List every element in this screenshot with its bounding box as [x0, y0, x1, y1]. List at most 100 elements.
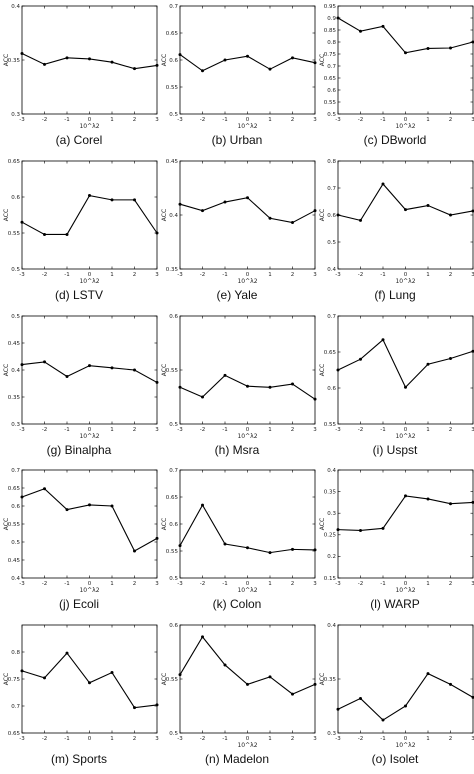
line-chart: 0.5 0.55 0.6 0.65 0.7 -3 -2 -1 0 1 2 3 ACC 10^λ2: [161, 4, 317, 130]
y-tick-label: 0.55: [166, 549, 179, 555]
data-point: [381, 337, 385, 341]
x-tick-label: 1: [110, 427, 114, 433]
y-tick-label: 0.75: [8, 677, 21, 683]
plot-frame: [179, 5, 316, 115]
x-tick-label: -1: [380, 427, 385, 433]
y-axis-label: ACC: [161, 209, 168, 221]
chart-panel: 0.4 0.45 0.5 0.55 0.6 0.65 0.7 -3 -2 -1 0 1 2 3 ACC 10^…: [0, 464, 159, 619]
data-point: [291, 56, 294, 60]
x-tick-label: 3: [471, 736, 474, 742]
x-tick-label: -3: [177, 272, 183, 278]
data-point: [88, 681, 91, 685]
data-point: [268, 67, 272, 71]
y-tick-label: 0.4: [327, 468, 336, 474]
x-tick-label: 1: [268, 736, 272, 742]
y-axis-label: ACC: [3, 673, 10, 685]
data-point: [20, 362, 24, 366]
x-axis-label: 10^λ2: [237, 123, 257, 130]
x-tick-label: 1: [268, 427, 272, 433]
chart-panel: 0.5 0.55 0.6 -3 -2 -1 0 1 2 3 ACC 10^λ2 (n) Madelon: [158, 619, 317, 774]
data-point: [381, 527, 385, 531]
x-tick-label: 0: [404, 427, 408, 433]
x-tick-label: 0: [404, 581, 408, 587]
chart-panel: 0.35 0.4 0.45 -3 -2 -1 0 1 2 3 ACC 10^λ2 (e) Yale: [158, 155, 317, 310]
x-axis-label: 10^λ2: [237, 587, 257, 594]
x-tick-label: 1: [426, 427, 430, 433]
data-point: [178, 544, 182, 548]
y-tick-label: 0.5: [11, 313, 20, 319]
chart-panel: 0.5 0.55 0.6 0.65 0.7 0.75 0.8 0.85 0.9 0.95 -3 -2 -…: [316, 0, 474, 155]
y-tick-label: 0.55: [324, 421, 337, 427]
x-tick-label: 1: [426, 272, 430, 278]
data-point: [43, 676, 46, 680]
data-point: [246, 384, 249, 388]
x-tick-label: 3: [155, 117, 159, 123]
data-point: [246, 54, 249, 58]
line-chart: 0.5 0.55 0.6 0.65 0.7 -3 -2 -1 0 1 2 3 ACC 10^λ2: [161, 468, 317, 594]
data-point: [359, 218, 362, 222]
data-point: [88, 363, 91, 367]
chart-caption: (k) Colon: [212, 597, 262, 612]
y-tick-label: 0.5: [169, 421, 178, 427]
data-point: [223, 58, 227, 62]
data-point: [223, 200, 227, 204]
data-point: [155, 63, 159, 67]
y-tick-label: 0.65: [8, 159, 21, 165]
data-point: [471, 349, 474, 353]
data-point: [133, 368, 136, 372]
y-tick-label: 0.5: [169, 112, 178, 118]
x-tick-label: 0: [246, 272, 250, 278]
plot-frame: [337, 624, 474, 734]
y-tick-label: 0.55: [166, 367, 179, 373]
data-point: [110, 671, 114, 675]
series-line: [21, 194, 158, 235]
x-tick-label: 2: [291, 736, 295, 742]
x-tick-label: 3: [155, 736, 159, 742]
data-point: [426, 203, 430, 207]
x-tick-label: 1: [110, 581, 114, 587]
data-point: [336, 528, 340, 532]
y-axis-label: ACC: [3, 54, 10, 66]
x-tick-label: 0: [88, 117, 92, 123]
x-tick-label: -2: [358, 581, 363, 587]
data-point: [65, 508, 69, 512]
data-point: [110, 504, 114, 508]
data-point: [178, 53, 182, 57]
data-point: [133, 706, 136, 710]
y-tick-label: 0.45: [8, 340, 21, 346]
data-point: [133, 198, 136, 202]
series-line: [337, 182, 474, 221]
x-tick-label: -3: [335, 272, 341, 278]
data-point: [88, 57, 91, 61]
y-tick-label: 0.5: [11, 267, 20, 273]
x-tick-label: -1: [380, 117, 385, 123]
data-point: [426, 672, 430, 676]
y-tick-label: 0.65: [324, 76, 337, 82]
chart-panel: 0.65 0.7 0.75 0.8 -3 -2 -1 0 1 2 3 ACC (m) Sports: [0, 619, 159, 774]
y-tick-label: 0.65: [166, 31, 179, 37]
x-axis-label: 10^λ2: [79, 433, 99, 440]
y-axis-label: ACC: [3, 518, 10, 530]
y-tick-label: 0.5: [11, 540, 20, 546]
data-point: [201, 503, 204, 507]
data-point: [426, 46, 430, 50]
x-tick-label: -2: [200, 581, 205, 587]
x-axis-label: 10^λ2: [395, 433, 415, 440]
x-tick-label: -2: [200, 427, 205, 433]
x-tick-label: 2: [291, 117, 295, 123]
y-tick-label: 0.55: [166, 85, 179, 91]
series-line: [179, 504, 316, 554]
series-line: [179, 196, 316, 223]
data-point: [313, 683, 317, 687]
x-tick-label: -1: [222, 736, 227, 742]
chart-caption: (h) Msra: [214, 442, 260, 457]
data-point: [110, 198, 114, 202]
y-axis-label: ACC: [161, 518, 168, 530]
data-point: [471, 209, 474, 213]
data-point: [65, 56, 69, 60]
chart-caption: (o) Isolet: [371, 752, 419, 767]
data-point: [20, 52, 24, 56]
data-point: [223, 373, 227, 377]
data-point: [223, 663, 227, 667]
data-point: [381, 24, 385, 28]
